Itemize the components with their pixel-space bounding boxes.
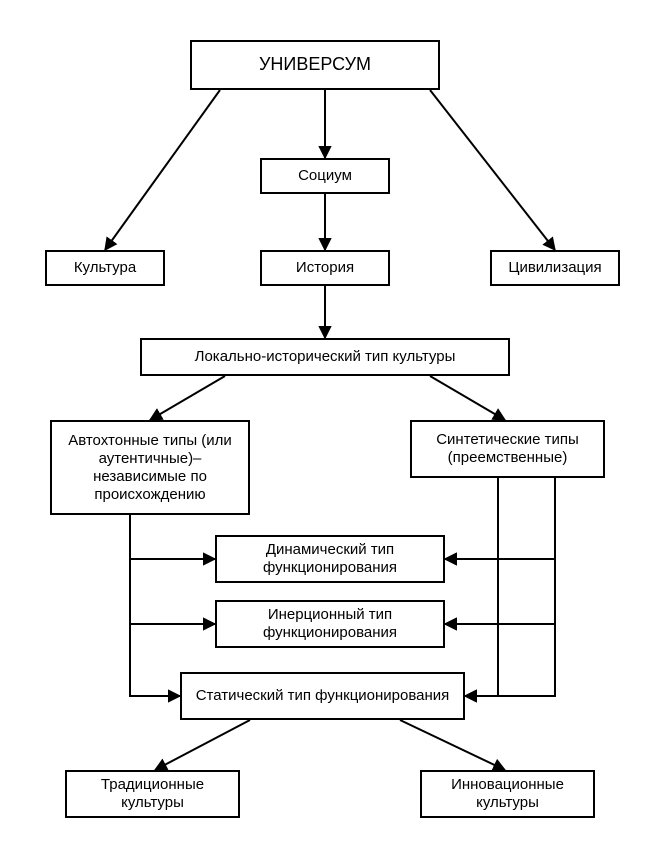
edge-13	[445, 478, 498, 559]
edge-14	[445, 559, 498, 624]
node-tradic: Традиционные культуры	[65, 770, 240, 818]
edge-10	[445, 478, 555, 559]
node-kultura: Культура	[45, 250, 165, 286]
node-dinam: Динамический тип функционирования	[215, 535, 445, 583]
node-lokal: Локально-исторический тип культуры	[140, 338, 510, 376]
node-istoria: История	[260, 250, 390, 286]
node-socium: Социум	[260, 158, 390, 194]
edge-5	[150, 376, 225, 420]
node-civil: Цивилизация	[490, 250, 620, 286]
edge-8	[130, 559, 215, 624]
edge-6	[430, 376, 505, 420]
edge-17	[400, 720, 505, 770]
edge-7	[130, 515, 215, 559]
edge-11	[445, 559, 555, 624]
edge-12	[465, 624, 555, 696]
node-universum: УНИВЕРСУМ	[190, 40, 440, 90]
diagram-canvas: УНИВЕРСУМ Социум Культура История Цивилизаци…	[0, 0, 665, 844]
edge-2	[430, 90, 555, 250]
edge-15	[465, 624, 498, 696]
node-innov: Инновационные культуры	[420, 770, 595, 818]
edge-1	[105, 90, 220, 250]
node-static: Статический тип функционирования	[180, 672, 465, 720]
node-avtokh: Автохтонные типы (или аутентичные)– неза…	[50, 420, 250, 515]
edge-16	[155, 720, 250, 770]
node-inerc: Инерционный тип функционирования	[215, 600, 445, 648]
node-sintet: Синтетические типы (преемственные)	[410, 420, 605, 478]
edge-9	[130, 624, 180, 696]
